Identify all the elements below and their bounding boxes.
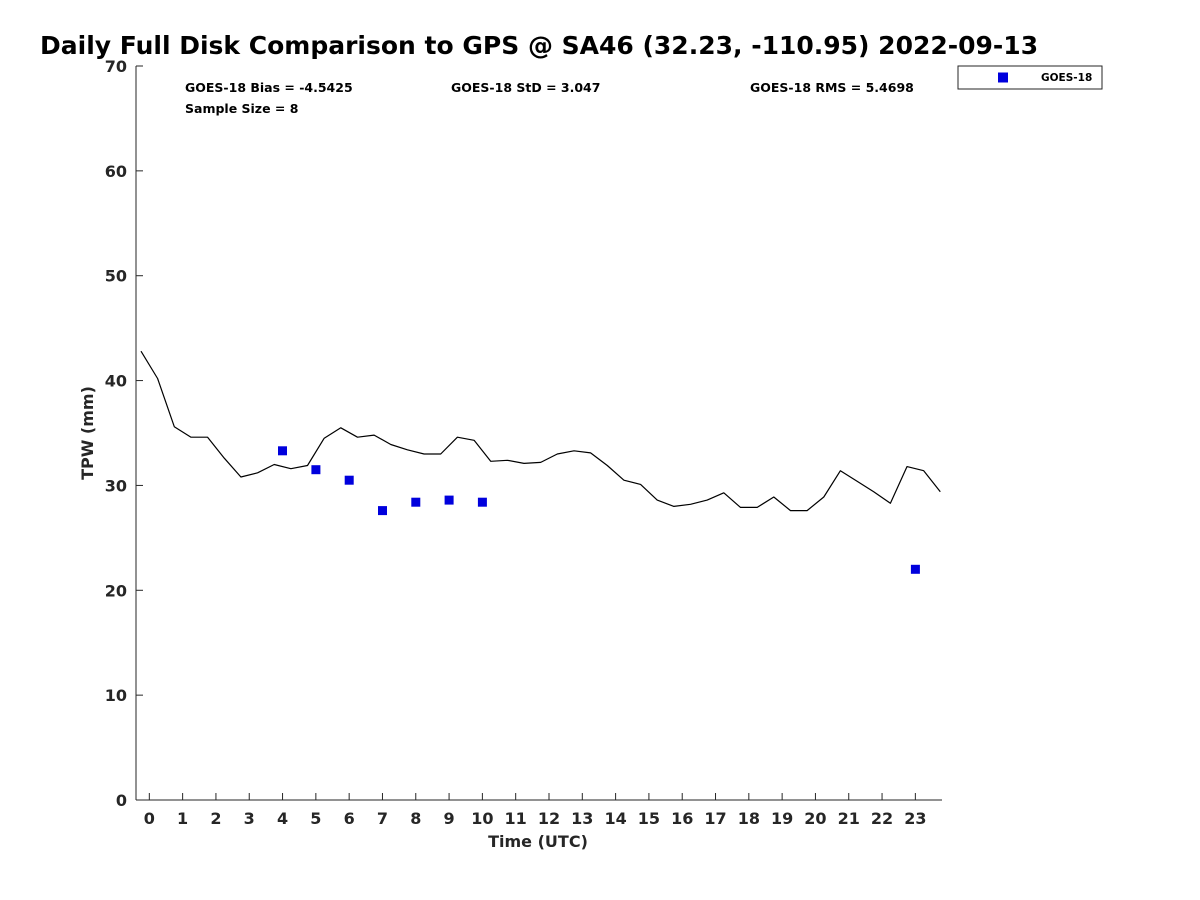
plot-area — [140, 350, 941, 574]
x-tick-label: 15 — [638, 809, 660, 828]
y-tick-label: 60 — [105, 162, 127, 181]
bias-stat: GOES-18 Bias = -4.5425 — [185, 80, 353, 95]
x-tick-label: 13 — [571, 809, 593, 828]
x-tick-label: 5 — [310, 809, 321, 828]
gps-line — [140, 350, 941, 512]
goes18-point — [444, 495, 454, 505]
legend-marker — [998, 72, 1008, 83]
goes18-point — [378, 506, 387, 516]
x-tick-label: 22 — [871, 809, 893, 828]
goes18-point — [344, 475, 354, 485]
x-tick-label: 0 — [144, 809, 155, 828]
goes18-point — [910, 564, 920, 574]
x-tick-label: 7 — [377, 809, 388, 828]
x-tick-label: 11 — [505, 809, 527, 828]
y-tick-label: 30 — [105, 476, 127, 495]
rms-stat: GOES-18 RMS = 5.4698 — [750, 80, 914, 95]
x-tick-label: 8 — [410, 809, 421, 828]
y-tick-label: 40 — [105, 372, 127, 391]
legend-label: GOES-18 — [1041, 72, 1092, 84]
std-stat: GOES-18 StD = 3.047 — [451, 80, 600, 95]
legend: GOES-18 — [957, 65, 1103, 90]
x-tick-label: 1 — [177, 809, 188, 828]
x-tick-label: 2 — [210, 809, 221, 828]
goes18-point — [477, 497, 487, 507]
x-tick-label: 21 — [838, 809, 860, 828]
legend-box — [957, 65, 1103, 90]
y-axis-label: TPW (mm) — [78, 386, 97, 480]
y-tick-label: 10 — [105, 686, 127, 705]
x-tick-label: 20 — [804, 809, 826, 828]
y-tick-label: 50 — [105, 267, 127, 286]
x-tick-label: 10 — [471, 809, 493, 828]
x-tick-label: 14 — [604, 809, 626, 828]
y-tick-label: 70 — [105, 57, 127, 76]
x-tick-label: 19 — [771, 809, 793, 828]
y-tick-label: 20 — [105, 581, 127, 600]
x-tick-label: 16 — [671, 809, 693, 828]
x-tick-label: 9 — [444, 809, 455, 828]
x-tick-label: 3 — [244, 809, 255, 828]
x-tick-label: 18 — [738, 809, 760, 828]
sample-size-stat: Sample Size = 8 — [185, 101, 298, 116]
axes — [135, 66, 942, 801]
goes18-point — [411, 497, 421, 507]
y-tick-label: 0 — [116, 791, 127, 810]
x-tick-label: 17 — [704, 809, 726, 828]
y-ticks: 0 10 20 30 40 50 60 70 — [105, 57, 143, 810]
goes18-point — [311, 465, 321, 475]
x-tick-label: 12 — [538, 809, 560, 828]
chart-title: Daily Full Disk Comparison to GPS @ SA46… — [40, 31, 1038, 60]
x-tick-label: 6 — [344, 809, 355, 828]
x-axis-label: Time (UTC) — [488, 832, 588, 851]
goes18-point — [278, 446, 287, 456]
x-tick-label: 23 — [904, 809, 926, 828]
x-tick-label: 4 — [277, 809, 288, 828]
x-ticks: 0 1 2 3 4 5 6 7 8 9 10 11 12 13 14 15 16 17 18 19 20 21 22 23 — [144, 793, 926, 828]
